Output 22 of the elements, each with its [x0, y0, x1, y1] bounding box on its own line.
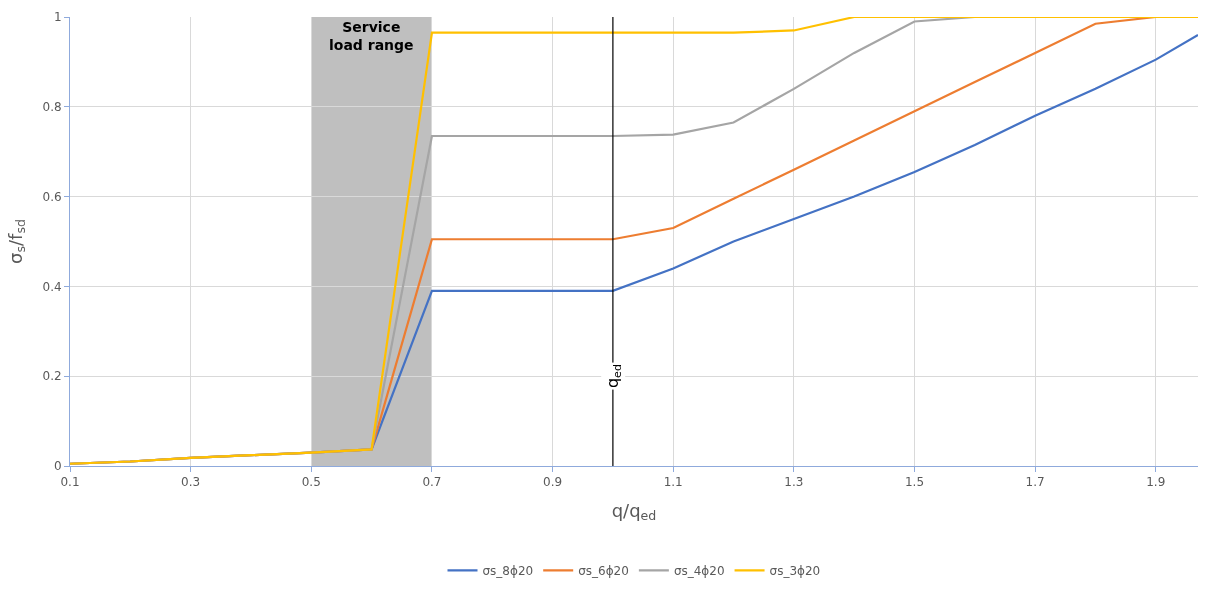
band-label: Service load range: [329, 19, 414, 54]
x-tick-label: 0.7: [422, 475, 442, 490]
y-tick-label: 1: [53, 10, 62, 25]
x-tick-label: 1.3: [784, 475, 804, 490]
x-tick-label: 1.1: [663, 475, 683, 490]
x-tick-label: 0.3: [181, 475, 201, 490]
x-axis-title: q/q$_{ed}$: [611, 499, 657, 524]
x-tick-label: 0.1: [60, 475, 80, 490]
x-tick-label: 1.7: [1025, 475, 1045, 490]
x-tick-label: 1.9: [1146, 475, 1166, 490]
legend-label: σs_8ϕ20: [482, 563, 534, 578]
x-tick-label: 0.9: [543, 475, 563, 490]
y-tick-label: 0.4: [42, 279, 62, 294]
y-tick-label: 0.6: [42, 189, 62, 204]
y-tick-label: 0.2: [42, 369, 62, 384]
legend-label: σs_4ϕ20: [673, 563, 725, 578]
y-tick-label: 0: [53, 459, 62, 474]
x-tick-label: 1.5: [904, 475, 925, 490]
y-tick-label: 0.8: [42, 100, 62, 114]
x-tick-label: 0.5: [301, 475, 321, 490]
legend-label: σs_6ϕ20: [578, 563, 629, 578]
legend-label: σs_3ϕ20: [769, 563, 821, 578]
